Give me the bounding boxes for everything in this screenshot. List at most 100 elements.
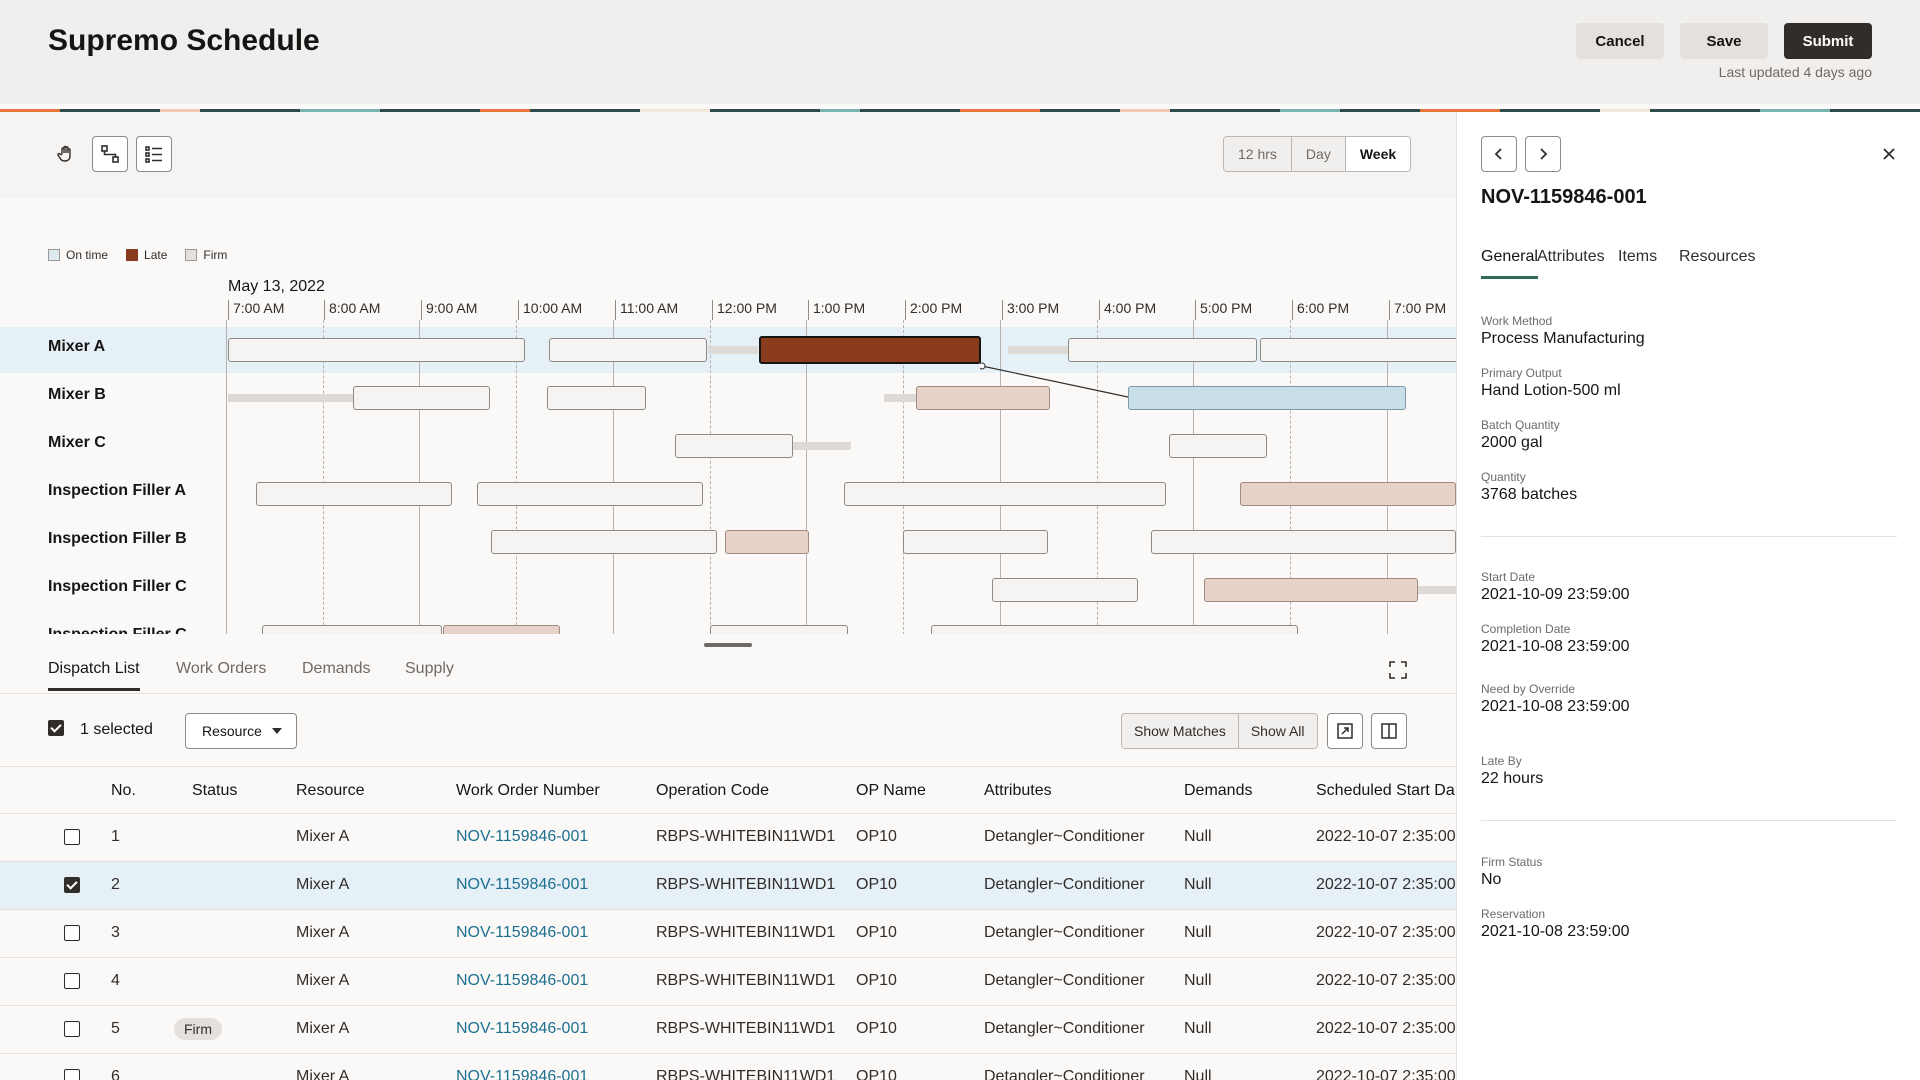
field-value: 3768 batches — [1481, 486, 1578, 503]
row-checkbox[interactable] — [64, 829, 80, 845]
expand-icon[interactable] — [1388, 660, 1408, 680]
task-bar[interactable] — [477, 482, 703, 506]
tab-demands[interactable]: Demands — [302, 660, 371, 677]
task-bar[interactable] — [491, 530, 717, 554]
task-bar[interactable] — [228, 338, 525, 362]
selected-task-bar[interactable] — [759, 336, 981, 364]
row-checkbox[interactable] — [64, 1069, 80, 1080]
export-button[interactable] — [1327, 713, 1363, 749]
task-bar[interactable] — [844, 482, 1166, 506]
task-bar[interactable] — [549, 338, 707, 362]
next-button[interactable] — [1525, 136, 1561, 172]
on-time-task-bar[interactable] — [1128, 386, 1406, 410]
task-bar[interactable] — [1260, 338, 1456, 362]
task-bar[interactable] — [931, 625, 1298, 634]
panel-resize-handle[interactable] — [704, 643, 752, 647]
last-updated-text: Last updated 4 days ago — [1718, 64, 1872, 80]
columns-button[interactable] — [1371, 713, 1407, 749]
table-row[interactable]: 2 Mixer A NOV-1159846-001 RBPS-WHITEBIN11WD… — [0, 862, 1456, 910]
task-bar[interactable] — [675, 434, 793, 458]
row-checkbox[interactable] — [64, 877, 80, 893]
task-bar[interactable] — [1169, 434, 1267, 458]
idle-gap — [884, 394, 916, 402]
table-row[interactable]: 1 Mixer A NOV-1159846-001 RBPS-WHITEBIN11WD… — [0, 814, 1456, 862]
row-checkbox[interactable] — [64, 973, 80, 989]
field-value: No — [1481, 871, 1502, 888]
work-order-link[interactable]: NOV-1159846-001 — [456, 1068, 589, 1080]
tab-supply[interactable]: Supply — [405, 660, 454, 677]
show-matches-button[interactable]: Show Matches — [1122, 714, 1239, 748]
late-task-bar[interactable] — [916, 386, 1050, 410]
task-bar[interactable] — [992, 578, 1138, 602]
task-bar[interactable] — [903, 530, 1048, 554]
previous-button[interactable] — [1481, 136, 1517, 172]
late-task-bar[interactable] — [1204, 578, 1418, 602]
table-row[interactable]: Firm 5 Mixer A NOV-1159846-001 RBPS-WHITEBIN… — [0, 1006, 1456, 1054]
task-list-icon[interactable] — [136, 136, 172, 172]
task-bar[interactable] — [547, 386, 646, 410]
table-row[interactable]: 4 Mixer A NOV-1159846-001 RBPS-WHITEBIN11WD… — [0, 958, 1456, 1006]
task-bar[interactable] — [262, 625, 442, 634]
table-cell: Null — [1184, 1020, 1212, 1037]
table-row[interactable]: 6 Mixer A NOV-1159846-001 RBPS-WHITEBIN11WD… — [0, 1054, 1456, 1080]
scale-week-button[interactable]: Week — [1345, 137, 1411, 171]
chevron-left-icon — [1494, 148, 1502, 160]
details-tab-general[interactable]: General — [1481, 248, 1538, 279]
details-tab-attributes[interactable]: Attributes — [1537, 248, 1605, 265]
table-cell: Mixer A — [296, 1068, 350, 1080]
select-all-checkbox[interactable] — [48, 720, 64, 736]
late-task-bar[interactable] — [443, 625, 560, 634]
resource-label: Inspection Filler C — [48, 578, 187, 595]
submit-button[interactable]: Submit — [1784, 23, 1872, 59]
late-task-bar[interactable] — [1240, 482, 1456, 506]
work-order-link[interactable]: NOV-1159846-001 — [456, 876, 589, 893]
resource-label: Mixer B — [48, 386, 106, 403]
scale-day-button[interactable]: Day — [1291, 137, 1346, 171]
table-row[interactable]: 3 Mixer A NOV-1159846-001 RBPS-WHITEBIN11WD… — [0, 910, 1456, 958]
details-tab-items[interactable]: Items — [1618, 248, 1658, 265]
status-badge: Firm — [174, 1018, 222, 1040]
pan-hand-icon[interactable] — [48, 136, 84, 172]
link-tasks-icon[interactable] — [92, 136, 128, 172]
work-order-link[interactable]: NOV-1159846-001 — [456, 924, 589, 941]
close-icon[interactable] — [1879, 144, 1899, 164]
table-cell: OP10 — [856, 1068, 897, 1080]
field-label: Firm Status — [1481, 855, 1543, 869]
column-header[interactable]: Operation Code — [656, 782, 769, 799]
table-cell: RBPS-WHITEBIN11WD1 — [656, 1020, 836, 1037]
task-bar[interactable] — [353, 386, 490, 410]
page-header: Supremo Schedule Cancel Save Submit Last… — [0, 0, 1920, 104]
tab-dispatch-list[interactable]: Dispatch List — [48, 660, 140, 691]
column-header[interactable]: Attributes — [984, 782, 1052, 799]
row-checkbox[interactable] — [64, 1021, 80, 1037]
table-cell: OP10 — [856, 1020, 897, 1037]
task-bar[interactable] — [256, 482, 452, 506]
row-checkbox[interactable] — [64, 925, 80, 941]
late-task-bar[interactable] — [725, 530, 809, 554]
column-header[interactable]: Demands — [1184, 782, 1253, 799]
task-bar[interactable] — [1151, 530, 1456, 554]
work-order-link[interactable]: NOV-1159846-001 — [456, 828, 589, 845]
column-header[interactable]: No. — [111, 782, 136, 799]
column-header[interactable]: Work Order Number — [456, 782, 600, 799]
work-order-link[interactable]: NOV-1159846-001 — [456, 972, 589, 989]
cancel-button[interactable]: Cancel — [1576, 23, 1664, 59]
details-tab-resources[interactable]: Resources — [1679, 248, 1756, 265]
task-bar[interactable] — [710, 625, 848, 634]
scale-12hrs-button[interactable]: 12 hrs — [1224, 137, 1292, 171]
column-header[interactable]: OP Name — [856, 782, 926, 799]
field-value: 2021-10-08 23:59:00 — [1481, 638, 1630, 655]
column-header[interactable]: Scheduled Start Da — [1316, 782, 1455, 799]
save-button[interactable]: Save — [1680, 23, 1768, 59]
table-cell: RBPS-WHITEBIN11WD1 — [656, 1068, 836, 1080]
column-header[interactable]: Resource — [296, 782, 365, 799]
task-bar[interactable] — [1068, 338, 1257, 362]
column-header[interactable]: Status — [192, 782, 238, 799]
work-order-link[interactable]: NOV-1159846-001 — [456, 1020, 589, 1037]
field-value: Hand Lotion-500 ml — [1481, 382, 1621, 399]
table-cell: Mixer A — [296, 1020, 350, 1037]
group-by-dropdown[interactable]: Resource — [185, 713, 297, 749]
show-all-button[interactable]: Show All — [1238, 714, 1317, 748]
legend-swatch — [126, 249, 139, 261]
tab-work-orders[interactable]: Work Orders — [176, 660, 267, 677]
